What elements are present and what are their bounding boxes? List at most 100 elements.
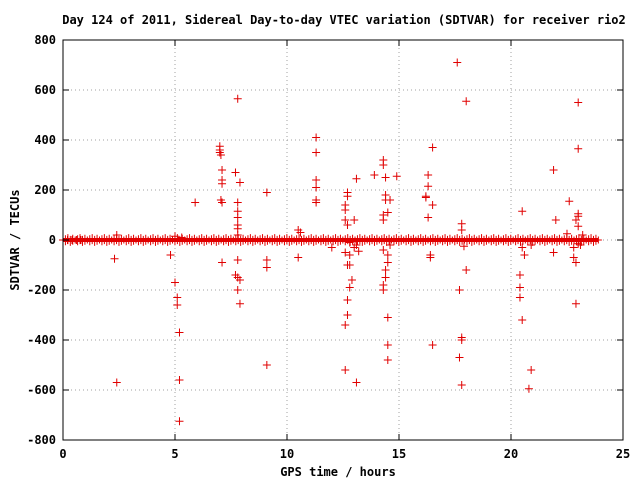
data-point [428,201,437,209]
data-point [457,336,466,344]
data-point [524,384,533,393]
data-point [312,148,321,157]
data-point [218,198,227,207]
data-point [343,192,352,201]
x-tick-label: 0 [59,447,66,461]
data-point [233,286,242,294]
data-point [175,376,184,384]
data-point [457,226,466,234]
data-point [218,166,227,174]
data-point [383,313,392,322]
data-point [527,366,536,374]
data-point [379,281,388,289]
chart-title: Day 124 of 2011, Sidereal Day-to-day VTE… [62,13,626,27]
x-axis-ticks: 0 5 10 15 20 25 [59,40,630,461]
y-tick-label: -800 [27,433,56,447]
data-point [381,266,390,274]
data-point [327,243,336,252]
data-point [262,361,271,369]
data-point [350,216,359,224]
data-point [383,341,392,349]
data-point [233,231,242,239]
x-tick-label: 5 [171,447,178,461]
data-point [233,213,242,222]
data-point [343,296,352,304]
data-point [518,207,527,216]
data-point [571,299,580,308]
data-point [112,378,121,387]
baseline-band [59,234,602,246]
data-point [379,246,388,254]
data-point [312,198,321,207]
y-axis-ticks: -800 -600 -400 -200 0 200 400 600 800 [27,33,623,447]
data-point [76,236,85,244]
data-point [563,229,571,238]
data-point [370,171,379,179]
data-point [173,301,182,309]
data-point [312,133,321,142]
data-point [235,178,244,187]
data-point [462,266,471,274]
data-point [569,243,578,252]
x-tick-label: 20 [504,447,518,461]
data-point [235,299,244,308]
data-point [166,251,175,259]
data-point [565,197,574,206]
data-point [173,293,182,302]
data-point [352,241,361,249]
data-point [341,206,350,214]
data-point [424,171,433,179]
data-point [515,293,524,302]
data-point [345,261,354,269]
y-tick-label: -200 [27,283,56,297]
data-point [576,241,585,249]
x-tick-label: 15 [392,447,406,461]
data-points [59,58,587,426]
data-point [527,241,536,249]
data-point [569,253,578,262]
data-point [459,242,468,251]
data-point [518,316,527,324]
data-point [515,283,524,292]
data-point [231,168,240,177]
data-point [571,258,580,267]
y-tick-label: 200 [34,183,56,197]
data-point [110,254,119,263]
data-point [574,212,583,221]
data-point [549,248,558,257]
x-tick-label: 25 [616,447,630,461]
data-point [379,161,388,169]
data-point [383,251,392,259]
data-point [341,248,350,257]
x-tick-label: 10 [280,447,294,461]
data-point [551,216,560,224]
data-point [518,243,527,252]
data-point [520,251,529,259]
data-point [175,417,184,426]
data-point [574,144,583,153]
data-point [424,213,433,222]
data-point [381,173,390,182]
data-point [296,228,305,237]
data-point [352,174,361,183]
data-point [574,98,583,107]
y-tick-label: 600 [34,83,56,97]
data-point [462,97,471,106]
data-point [312,176,321,184]
data-point [312,183,321,192]
data-point [341,321,350,329]
data-point [233,198,242,207]
data-point [112,231,121,239]
data-point [341,216,350,224]
data-point [171,278,179,287]
data-point [386,241,395,249]
data-point [383,208,392,217]
data-point [343,311,352,319]
data-point [574,222,583,231]
data-point [392,172,401,181]
data-point [345,283,354,292]
data-point [345,238,354,247]
y-tick-label: 400 [34,133,56,147]
x-axis-label: GPS time / hours [280,465,396,479]
data-point [421,193,430,202]
